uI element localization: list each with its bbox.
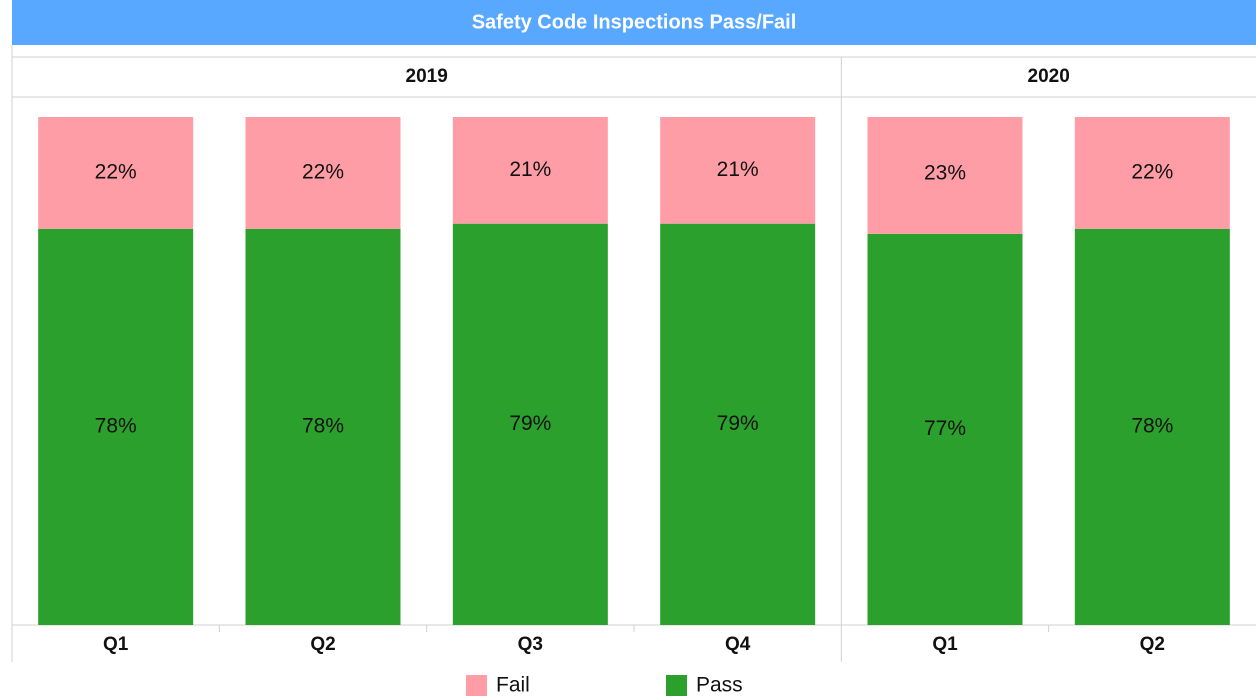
- legend-swatch: [666, 675, 687, 696]
- data-label: 23%: [924, 162, 966, 185]
- legend-label: Pass: [696, 674, 743, 697]
- bar-segment: [38, 228, 194, 625]
- data-label: 22%: [302, 160, 344, 183]
- data-label: 78%: [302, 414, 344, 437]
- bar-segment: [1074, 228, 1230, 625]
- data-label: 22%: [1131, 160, 1173, 183]
- bar-segment: [38, 117, 194, 229]
- chart-title: Safety Code Inspections Pass/Fail: [472, 11, 797, 33]
- data-label: 79%: [717, 412, 759, 435]
- bar-segment: [452, 117, 608, 224]
- bar-segment: [1074, 117, 1230, 229]
- bar-segment: [245, 228, 401, 625]
- x-tick-label: Q1: [103, 634, 129, 655]
- data-label: 78%: [95, 414, 137, 437]
- bar-segment: [867, 233, 1023, 625]
- bar-segment: [660, 223, 816, 625]
- title-bar: [12, 0, 1256, 45]
- bar-segment: [660, 117, 816, 224]
- legend-swatch: [466, 675, 487, 696]
- data-label: 21%: [509, 158, 551, 181]
- x-tick-label: Q2: [310, 634, 335, 655]
- x-tick-label: Q1: [932, 634, 958, 655]
- bar-segment: [452, 223, 608, 625]
- x-tick-label: Q2: [1140, 634, 1165, 655]
- group-label: 2020: [1028, 66, 1070, 87]
- x-tick-label: Q3: [518, 634, 543, 655]
- data-label: 78%: [1131, 414, 1173, 437]
- bar-segment: [245, 117, 401, 229]
- data-label: 21%: [717, 158, 759, 181]
- x-tick-label: Q4: [725, 634, 751, 655]
- bar-segment: [867, 117, 1023, 234]
- data-label: 77%: [924, 417, 966, 440]
- data-label: 79%: [509, 412, 551, 435]
- group-label: 2019: [406, 66, 448, 87]
- data-label: 22%: [95, 160, 137, 183]
- legend-label: Fail: [496, 674, 530, 697]
